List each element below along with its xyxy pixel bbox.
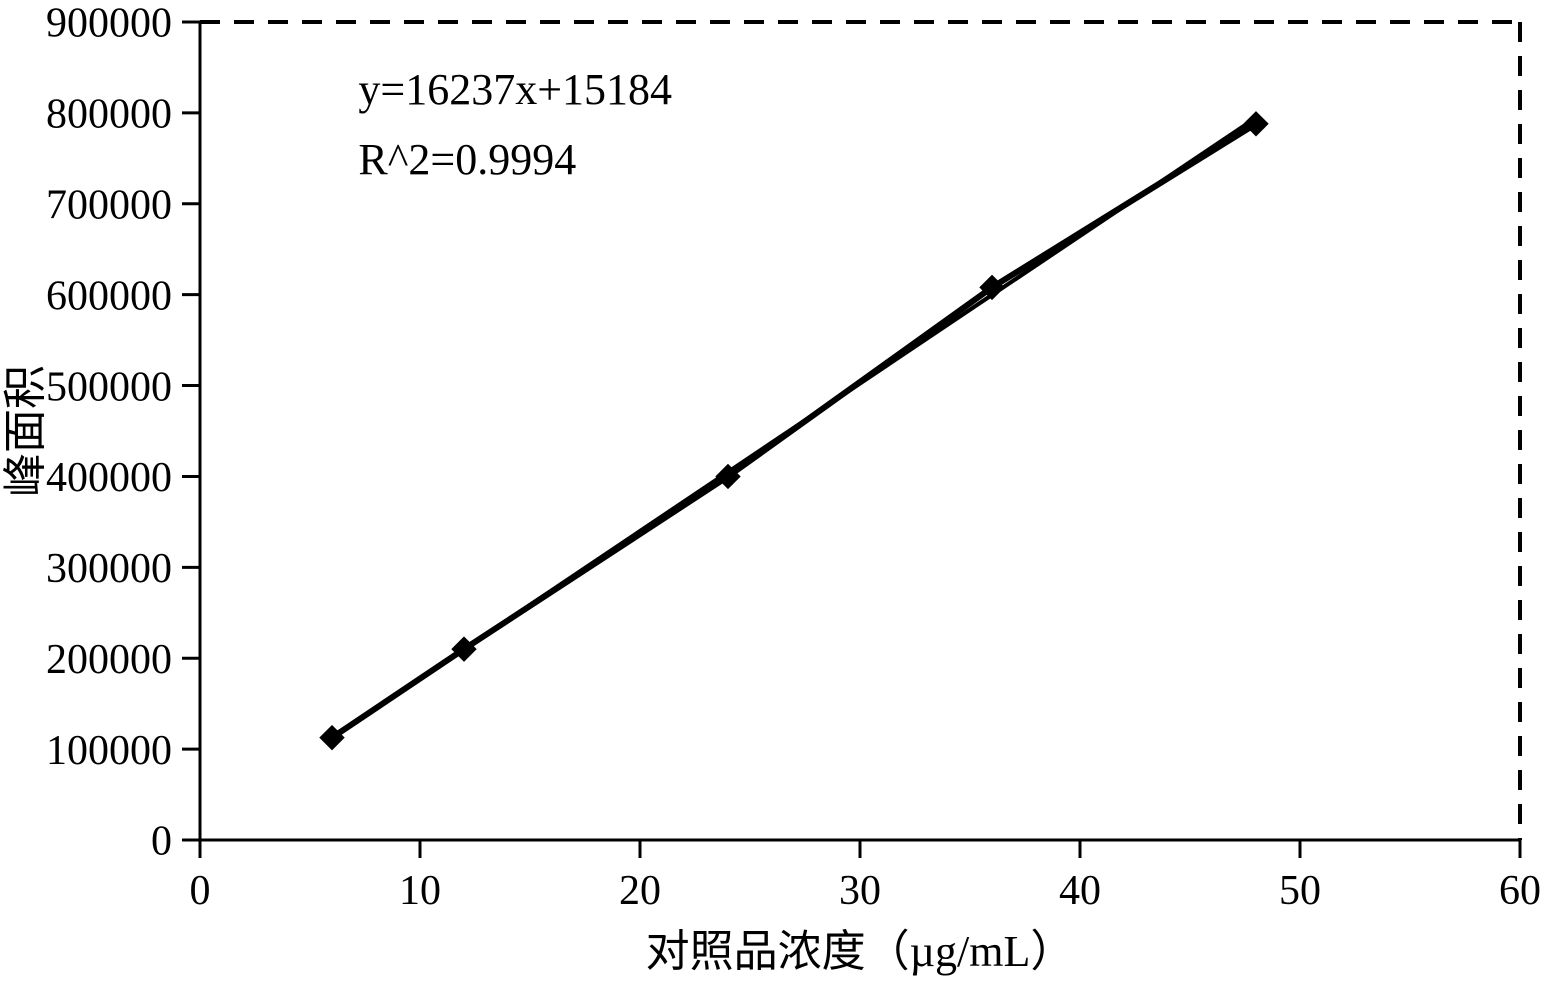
y-tick-label: 800000 [46,92,172,138]
y-tick-label: 900000 [46,1,172,47]
y-tick-label: 0 [151,819,172,865]
r2-text: R^2=0.9994 [358,135,576,184]
x-tick-label: 50 [1279,868,1321,914]
x-tick-label: 20 [619,868,661,914]
x-tick-label: 60 [1499,868,1541,914]
equation-text: y=16237x+15184 [358,65,672,114]
x-tick-label: 0 [190,868,211,914]
calibration-chart: 0 10 20 30 40 50 60 0 100000 200000 300000 400000 50… [0,0,1543,991]
y-tick-label: 200000 [46,637,172,683]
x-tick-label: 30 [839,868,881,914]
x-tick-label: 10 [399,868,441,914]
y-tick-label: 500000 [46,364,172,410]
x-axis-title: 对照品浓度（µg/mL） [646,927,1075,976]
y-tick-label: 400000 [46,455,172,501]
chart-bg [0,0,1543,991]
y-tick-label: 700000 [46,182,172,228]
x-tick-label: 40 [1059,868,1101,914]
y-tick-label: 300000 [46,546,172,592]
y-tick-label: 100000 [46,728,172,774]
y-axis-title: 峰面积 [1,365,50,497]
chart-svg: 0 10 20 30 40 50 60 0 100000 200000 300000 400000 50… [0,0,1543,991]
y-tick-label: 600000 [46,273,172,319]
